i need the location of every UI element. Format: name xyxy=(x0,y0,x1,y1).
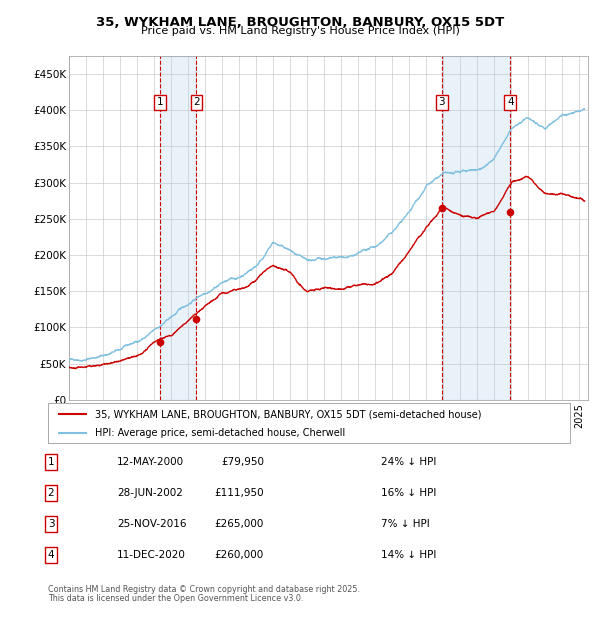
Text: £79,950: £79,950 xyxy=(221,457,264,467)
Text: 35, WYKHAM LANE, BROUGHTON, BANBURY, OX15 5DT (semi-detached house): 35, WYKHAM LANE, BROUGHTON, BANBURY, OX1… xyxy=(95,409,481,419)
Text: 14% ↓ HPI: 14% ↓ HPI xyxy=(381,550,436,560)
Text: Price paid vs. HM Land Registry's House Price Index (HPI): Price paid vs. HM Land Registry's House … xyxy=(140,26,460,36)
Text: 2: 2 xyxy=(193,97,200,107)
Text: 28-JUN-2002: 28-JUN-2002 xyxy=(117,488,183,498)
Text: £111,950: £111,950 xyxy=(214,488,264,498)
Text: 16% ↓ HPI: 16% ↓ HPI xyxy=(381,488,436,498)
Bar xyxy=(160,56,196,400)
Text: 24% ↓ HPI: 24% ↓ HPI xyxy=(381,457,436,467)
Text: 4: 4 xyxy=(47,550,55,560)
Text: 7% ↓ HPI: 7% ↓ HPI xyxy=(381,519,430,529)
Text: 4: 4 xyxy=(507,97,514,107)
Text: 35, WYKHAM LANE, BROUGHTON, BANBURY, OX15 5DT: 35, WYKHAM LANE, BROUGHTON, BANBURY, OX1… xyxy=(96,16,504,29)
Text: 11-DEC-2020: 11-DEC-2020 xyxy=(117,550,186,560)
Text: £260,000: £260,000 xyxy=(215,550,264,560)
Text: 2: 2 xyxy=(47,488,55,498)
Text: 12-MAY-2000: 12-MAY-2000 xyxy=(117,457,184,467)
Text: HPI: Average price, semi-detached house, Cherwell: HPI: Average price, semi-detached house,… xyxy=(95,428,345,438)
Text: 25-NOV-2016: 25-NOV-2016 xyxy=(117,519,187,529)
Text: 3: 3 xyxy=(47,519,55,529)
Text: Contains HM Land Registry data © Crown copyright and database right 2025.: Contains HM Land Registry data © Crown c… xyxy=(48,585,360,594)
Text: 1: 1 xyxy=(157,97,164,107)
Text: 1: 1 xyxy=(47,457,55,467)
Text: 3: 3 xyxy=(439,97,445,107)
Text: This data is licensed under the Open Government Licence v3.0.: This data is licensed under the Open Gov… xyxy=(48,593,304,603)
Bar xyxy=(442,56,511,400)
Text: £265,000: £265,000 xyxy=(215,519,264,529)
